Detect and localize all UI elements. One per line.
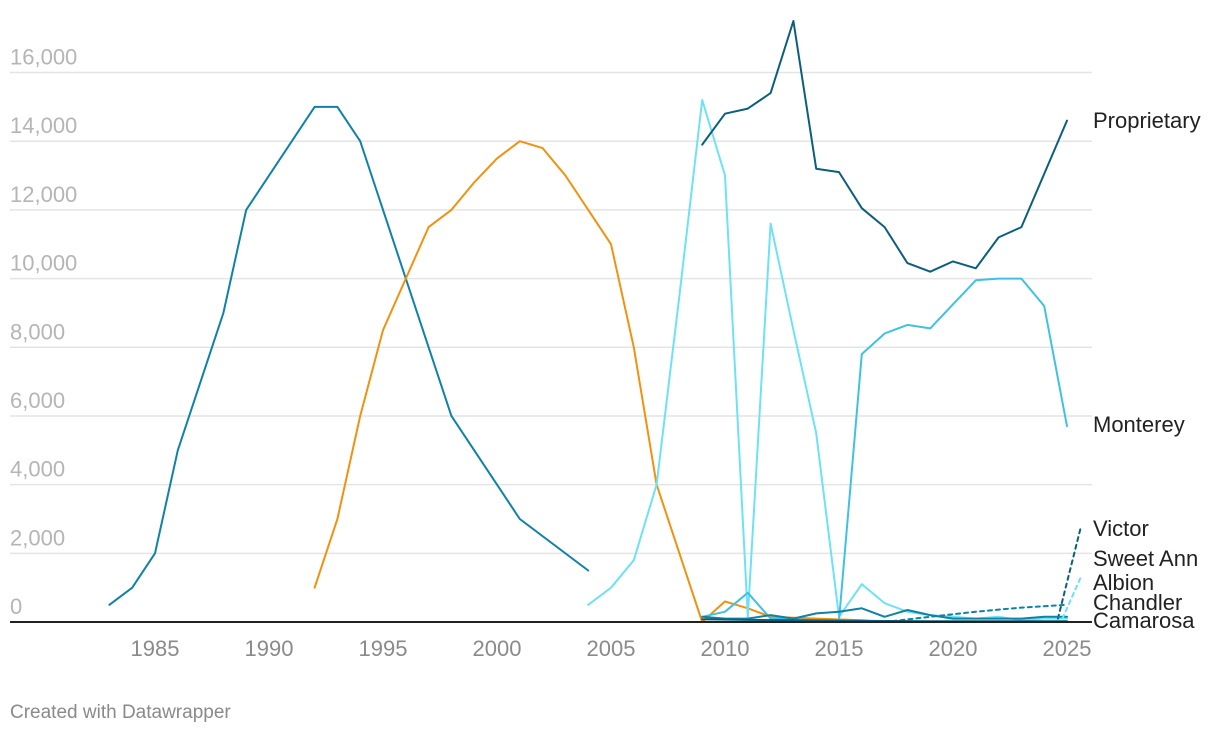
x-tick-label: 1990 [245, 636, 294, 661]
x-tick-label: 1985 [131, 636, 180, 661]
series-line-proprietary [701, 20, 1068, 273]
series-label-monterey: Monterey [1093, 412, 1185, 437]
x-tick-label: 2005 [587, 636, 636, 661]
y-tick-label: 10,000 [10, 251, 77, 276]
x-tick-label: 2000 [473, 636, 522, 661]
series-line-albion [1061, 576, 1082, 620]
y-tick-label: 12,000 [10, 182, 77, 207]
series-line-monterey [701, 277, 1068, 622]
series-line-2 [313, 140, 886, 623]
y-tick-label: 6,000 [10, 388, 65, 413]
x-tick-label: 2025 [1043, 636, 1092, 661]
credit-footer: Created with Datawrapper [10, 702, 231, 723]
y-tick-label: 14,000 [10, 113, 77, 138]
series-label-victor: Victor [1093, 516, 1149, 541]
y-tick-label: 2,000 [10, 525, 65, 550]
y-tick-label: 4,000 [10, 457, 65, 482]
series-line-victor [1056, 526, 1082, 620]
x-tick-label: 2020 [929, 636, 978, 661]
x-tick-label: 2015 [815, 636, 864, 661]
series-line-1 [108, 105, 590, 606]
series-label-proprietary: Proprietary [1093, 108, 1201, 133]
series-label-chandler: Chandler [1093, 590, 1182, 615]
series-label-camarosa: Camarosa [1093, 608, 1195, 633]
y-tick-label: 0 [10, 594, 22, 619]
series-line-sweet-ann [701, 607, 1068, 620]
series-label-sweet-ann: Sweet Ann [1093, 546, 1198, 571]
y-tick-label: 16,000 [10, 45, 77, 70]
series-label-albion: Albion [1093, 570, 1154, 595]
x-tick-label: 1995 [359, 636, 408, 661]
y-tick-label: 8,000 [10, 319, 65, 344]
series-line-3 [587, 99, 1068, 622]
series-line-chandler [883, 603, 1068, 623]
x-tick-label: 2010 [701, 636, 750, 661]
